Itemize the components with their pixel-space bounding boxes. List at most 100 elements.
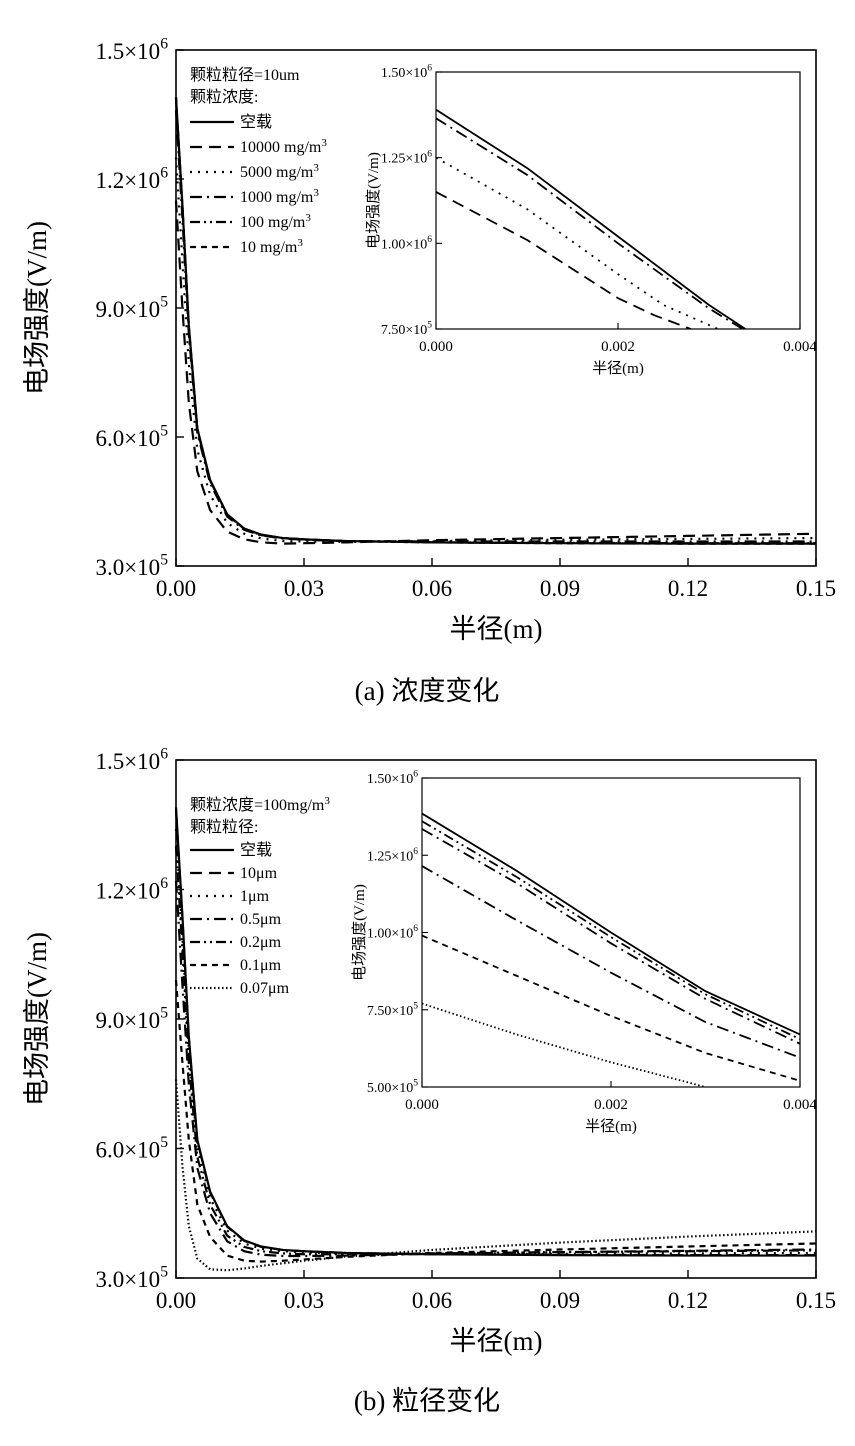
series-line-2 (174, 809, 816, 1257)
tick-mantissa: 6.0 (95, 426, 124, 451)
tick-times-ten: ×10 (124, 39, 160, 64)
legend-header-1-sup: 3 (324, 795, 330, 807)
inset-series-line-3 (422, 828, 800, 1045)
tick-mantissa: 5.00 (367, 1081, 392, 1096)
tick-mantissa: 9.0 (95, 1008, 124, 1033)
tick-mantissa: 6.0 (95, 1138, 124, 1163)
legend-entry-1: 空载 (240, 841, 272, 859)
tick-times-ten: ×10 (124, 749, 160, 774)
legend-entry-2: 10μm (240, 865, 278, 882)
y-axis-label: 电场强度(V/m) (22, 932, 52, 1106)
x-tick-label: 0.06 (412, 576, 452, 601)
legend-label: 0.07μm (240, 980, 290, 997)
y-tick-label: 1.2×106 (95, 165, 168, 193)
tick-mantissa: 9.0 (95, 297, 124, 322)
tick-mantissa: 7.50 (381, 323, 406, 338)
inset-x-tick-label: 0.004 (783, 339, 817, 355)
tick-mantissa: 1.00 (381, 237, 406, 252)
tick-mantissa: 1.25 (367, 849, 392, 864)
tick-exponent: 5 (160, 1005, 168, 1022)
tick-times-ten: ×10 (391, 849, 413, 864)
legend-label: 0.2μm (240, 934, 282, 951)
x-tick-label: 0.09 (540, 1288, 580, 1313)
tick-mantissa: 3.0 (95, 1267, 124, 1292)
legend-entry-6: 0.1μm (240, 957, 282, 974)
tick-times-ten: ×10 (391, 1004, 413, 1019)
legend-label: 0.5μm (240, 911, 282, 928)
tick-exponent: 5 (427, 321, 432, 331)
legend-label: 10 mg/m (240, 239, 298, 256)
legend-label-sup: 3 (305, 212, 311, 224)
tick-mantissa: 1.5 (95, 39, 124, 64)
tick-exponent: 5 (160, 294, 168, 311)
y-tick-label: 1.5×106 (95, 746, 168, 774)
inset-y-axis-label: 电场强度(V/m) (351, 884, 368, 981)
inset-series (422, 812, 800, 1087)
x-axis-label: 半径(m) (450, 614, 543, 644)
legend-header-2: 颗粒浓度: (190, 88, 258, 106)
x-tick-label: 0.06 (412, 1288, 452, 1313)
tick-mantissa: 7.50 (367, 1004, 392, 1019)
series-line-6 (174, 97, 816, 545)
tick-mantissa: 1.50 (381, 66, 406, 81)
inset-chart: 0.000 0.002 0.0047.50×1051.00×1061.25×1061… (365, 64, 817, 377)
inset-series-line-1 (422, 812, 800, 1036)
inset-series-line-6 (422, 1002, 706, 1087)
inset-x-tick-label: 0.004 (783, 1097, 817, 1113)
legend-label: 100 mg/m (240, 214, 306, 231)
x-tick-label: 0.00 (156, 576, 196, 601)
legend-header-1-line: 颗粒浓度=100mg/m3 (190, 795, 330, 814)
tick-mantissa: 1.5 (95, 749, 124, 774)
tick-times-ten: ×10 (124, 1267, 160, 1292)
legend-header-1: 颗粒粒径=10um (190, 66, 300, 84)
x-tick-label: 0.15 (796, 1288, 836, 1313)
y-tick-label: 3.0×105 (95, 1264, 168, 1292)
legend-header-1: 颗粒浓度=100mg/m (190, 796, 325, 814)
tick-times-ten: ×10 (124, 1138, 160, 1163)
tick-times-ten: ×10 (124, 168, 160, 193)
tick-exponent: 5 (160, 1264, 168, 1281)
inset-series-line-4 (422, 865, 800, 1059)
tick-times-ten: ×10 (124, 1008, 160, 1033)
inset-x-tick-label: 0.000 (405, 1097, 439, 1113)
legend-label: 10μm (240, 865, 278, 882)
legend-entry-1: 空载 (240, 113, 272, 131)
inset-y-axis-label: 电场强度(V/m) (365, 152, 382, 249)
inset-chart: 0.000 0.002 0.0045.00×1057.50×1051.00×1061… (351, 770, 817, 1135)
tick-times-ten: ×10 (391, 1081, 413, 1096)
tick-exponent: 6 (160, 165, 168, 182)
inset-y-tick-label: 1.25×106 (367, 847, 418, 864)
tick-exponent: 6 (160, 36, 168, 53)
x-axis-label: 半径(m) (450, 1326, 543, 1356)
tick-times-ten: ×10 (405, 237, 427, 252)
inset-series-line-1 (436, 108, 746, 329)
inset-y-tick-label: 5.00×105 (367, 1079, 418, 1096)
inset-x-axis-label: 半径(m) (585, 1118, 637, 1135)
tick-exponent: 6 (413, 924, 418, 934)
legend-entry-3: 5000 mg/m3 (240, 162, 319, 181)
legend-entry-6: 10 mg/m3 (240, 237, 303, 256)
inset-y-tick-label: 7.50×105 (381, 321, 432, 338)
y-tick-label: 6.0×105 (95, 423, 168, 451)
y-tick-label: 6.0×105 (95, 1134, 168, 1162)
tick-times-ten: ×10 (391, 772, 413, 787)
legend-label: 1000 mg/m (240, 189, 314, 206)
inset-x-tick-label: 0.000 (419, 339, 453, 355)
tick-exponent: 6 (427, 64, 432, 74)
inset-series-line-2 (422, 820, 800, 1040)
tick-exponent: 5 (160, 552, 168, 569)
legend-label-sup: 3 (297, 237, 303, 249)
legend-entry-3: 1μm (240, 888, 270, 905)
x-tick-label: 0.12 (668, 576, 708, 601)
y-axis-label: 电场强度(V/m) (22, 221, 52, 395)
legend-label: 5000 mg/m (240, 164, 314, 181)
chart-panel-b: 0.00 0.03 0.06 0.09 0.12 0.153.0×1056.0×1059.… (22, 746, 836, 1416)
tick-times-ten: ×10 (405, 152, 427, 167)
inset-background (436, 72, 800, 329)
tick-times-ten: ×10 (124, 426, 160, 451)
tick-times-ten: ×10 (124, 297, 160, 322)
legend-label: 1μm (240, 888, 270, 905)
legend-entry-5: 100 mg/m3 (240, 212, 311, 231)
legend-label-sup: 3 (313, 187, 319, 199)
